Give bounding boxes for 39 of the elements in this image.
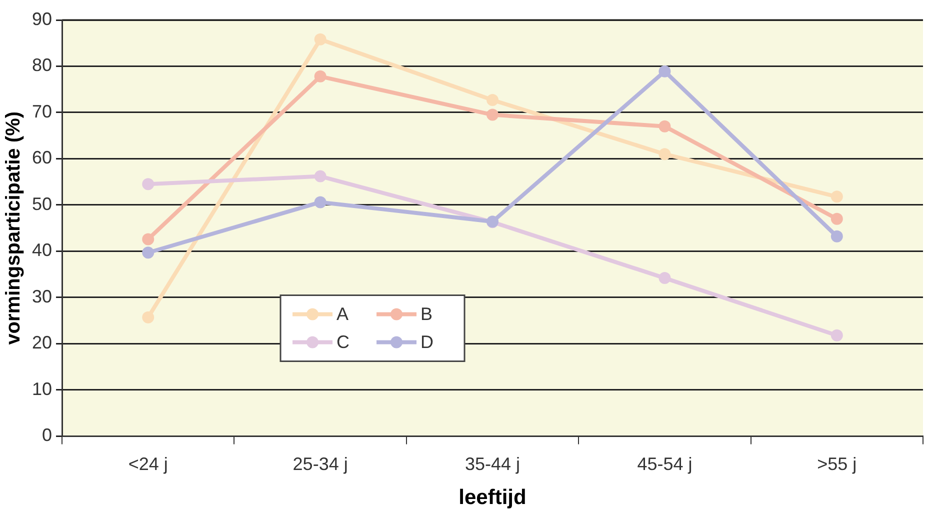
point — [314, 33, 326, 46]
y-tick-label: 90 — [32, 8, 52, 29]
y-tick-label: 40 — [32, 240, 52, 260]
point — [314, 170, 326, 182]
x-tick-label: 45-54 j — [637, 454, 692, 474]
x-tick-label: <24 j — [128, 454, 168, 474]
point — [142, 311, 154, 324]
point — [658, 148, 671, 160]
point — [658, 65, 671, 78]
point — [486, 94, 499, 106]
x-tick-label: 35-44 j — [464, 454, 520, 474]
x-axis-title: leeftijd — [458, 486, 526, 510]
point — [314, 196, 326, 208]
point — [658, 272, 671, 284]
point — [830, 190, 843, 203]
point — [830, 230, 843, 242]
legend-label: B — [420, 304, 433, 324]
y-tick-label: 0 — [42, 425, 52, 446]
y-tick-label: 20 — [32, 332, 52, 353]
point — [658, 120, 671, 132]
y-tick-label: 50 — [32, 194, 52, 214]
y-tick-label: 30 — [32, 286, 52, 306]
legend-label: D — [420, 332, 434, 352]
x-tick-label: 25-34 j — [292, 454, 348, 474]
y-tick-label: 70 — [32, 101, 52, 122]
y-axis-title: vormingsparticipatie (%) — [2, 111, 25, 345]
point — [142, 233, 154, 246]
point — [142, 246, 154, 259]
point — [830, 329, 843, 342]
y-tick-label: 80 — [32, 55, 52, 76]
point — [142, 178, 154, 190]
legend-label: C — [336, 332, 350, 352]
y-tick-label: 10 — [32, 378, 52, 399]
x-tick-label: >55 j — [817, 454, 857, 474]
point — [486, 108, 499, 121]
y-tick-label: 60 — [32, 148, 52, 168]
point — [314, 70, 326, 82]
legend-label: A — [336, 304, 349, 324]
point — [830, 212, 843, 225]
